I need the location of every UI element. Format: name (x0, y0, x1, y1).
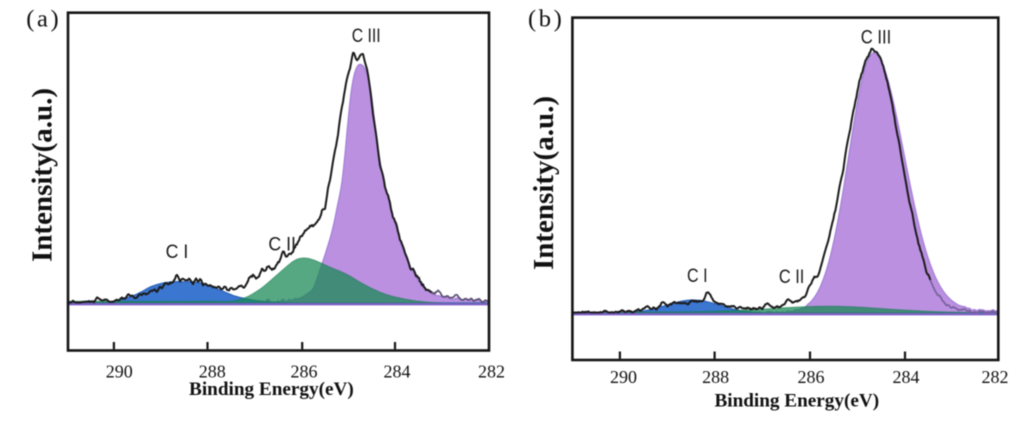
svg-text:Intensity(a.u.): Intensity(a.u.) (528, 96, 560, 270)
svg-text:Binding Energy(eV): Binding Energy(eV) (189, 379, 354, 400)
svg-text:288: 288 (199, 361, 226, 381)
svg-text:C I: C I (166, 241, 189, 263)
svg-text:Intensity(a.u.): Intensity(a.u.) (27, 88, 59, 262)
svg-text:(b): (b) (528, 6, 564, 33)
svg-text:284: 284 (384, 361, 411, 381)
svg-text:290: 290 (610, 367, 637, 387)
svg-text:C I: C I (687, 265, 708, 287)
svg-text:282: 282 (478, 361, 505, 381)
svg-text:286: 286 (291, 361, 318, 381)
svg-text:C III: C III (352, 25, 381, 47)
svg-text:282: 282 (982, 367, 1009, 387)
svg-text:286: 286 (798, 367, 825, 387)
svg-text:C II: C II (779, 266, 805, 288)
svg-text:284: 284 (893, 367, 920, 387)
svg-text:(a): (a) (26, 6, 61, 33)
svg-text:Binding Energy(eV): Binding Energy(eV) (714, 391, 879, 412)
svg-text:C II: C II (268, 233, 296, 255)
svg-text:C III: C III (861, 26, 892, 48)
svg-text:290: 290 (106, 361, 133, 381)
svg-text:288: 288 (702, 367, 729, 387)
